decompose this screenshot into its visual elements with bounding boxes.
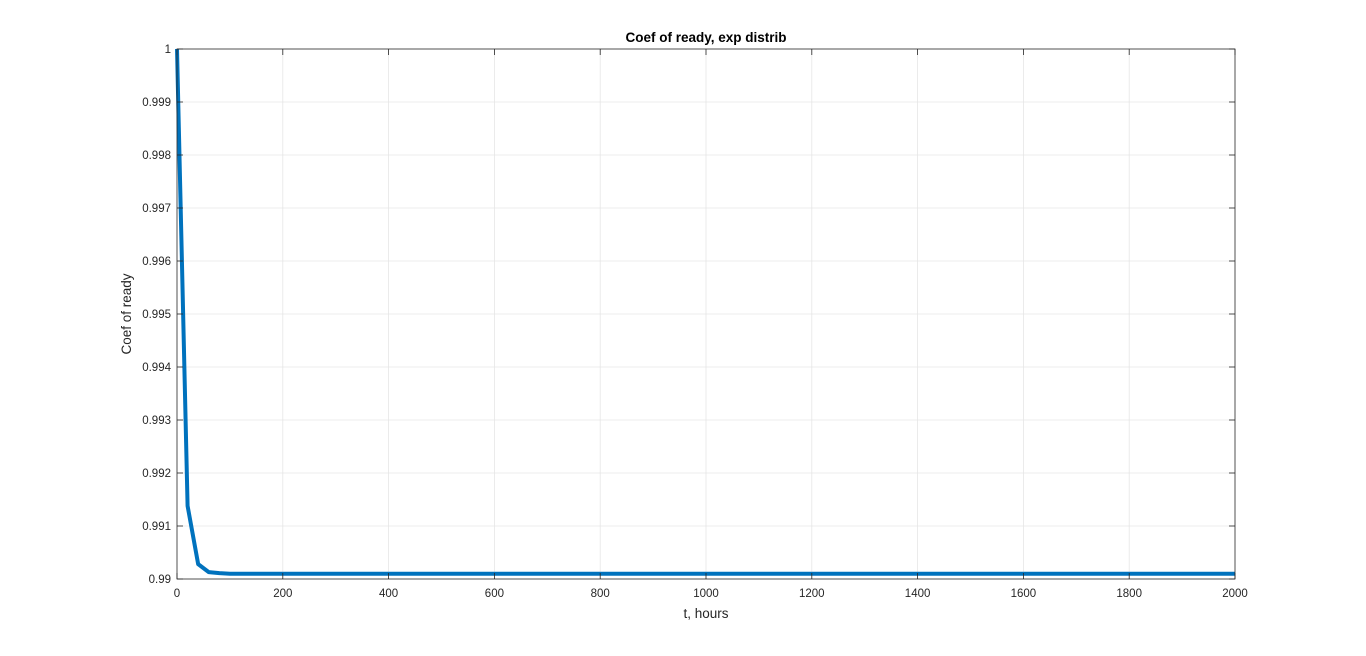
x-tick-label: 1200 [799,588,825,600]
x-tick-label: 2000 [1222,588,1248,600]
y-tick-label: 0.995 [142,309,171,321]
y-tick-label: 0.994 [142,362,171,374]
x-tick-label: 1600 [1011,588,1037,600]
y-tick-label: 1 [165,44,171,56]
y-tick-labels: 0.99 0.991 0.992 0.993 0.994 0.995 0.996 0.997 0… [142,44,171,586]
y-tick-label: 0.991 [142,521,171,533]
x-tick-label: 0 [174,588,180,600]
ticks-layer [176,48,1236,580]
x-tick-label: 600 [485,588,504,600]
x-tick-labels: 0 200 400 600 800 1000 1200 1400 1600 1800 2000 [174,588,1248,600]
y-tick-label: 0.999 [142,97,171,109]
series-line [175,48,1235,576]
grid-lines [177,49,1235,579]
y-tick-label: 0.996 [142,256,171,268]
y-tick-label: 0.993 [142,415,171,427]
series-layer [175,48,1235,576]
y-tick-label: 0.998 [142,150,171,162]
chart-title: Coef of ready, exp distrib [625,30,786,45]
x-tick-label: 800 [591,588,610,600]
x-tick-label: 1000 [693,588,719,600]
y-tick-label: 0.99 [149,574,171,586]
x-tick-label: 400 [379,588,398,600]
x-tick-label: 1400 [905,588,931,600]
x-tick-label: 200 [273,588,292,600]
y-axis-label: Coef of ready [119,273,134,354]
y-tick-label: 0.997 [142,203,171,215]
x-tick-label: 1800 [1116,588,1142,600]
x-axis-label: t, hours [683,606,728,621]
y-tick-label: 0.992 [142,468,171,480]
